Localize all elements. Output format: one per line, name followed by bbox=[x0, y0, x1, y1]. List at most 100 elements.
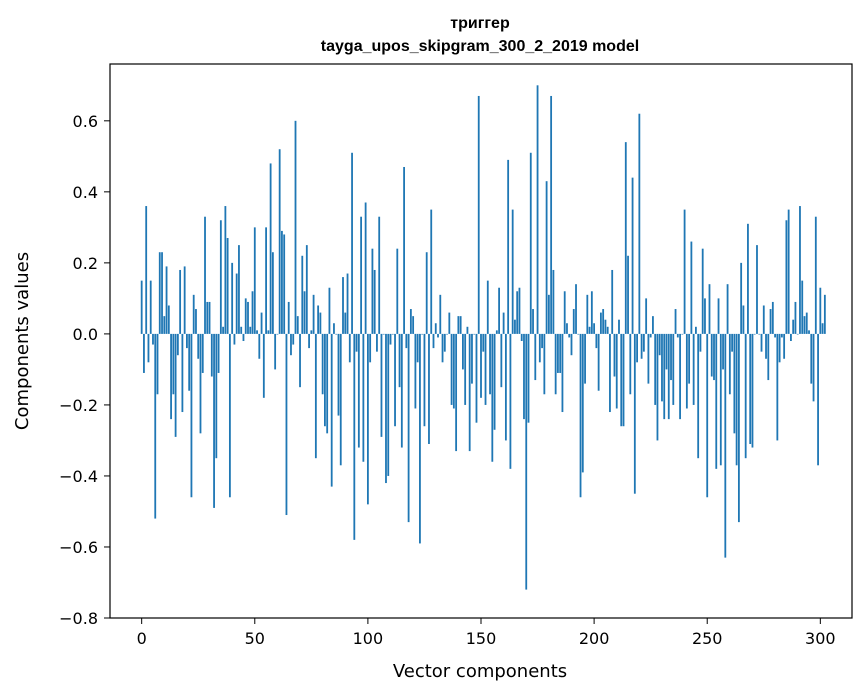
bar-62 bbox=[281, 230, 283, 334]
bar-176 bbox=[538, 333, 541, 363]
bar-5 bbox=[152, 333, 154, 345]
bar-204 bbox=[602, 309, 605, 334]
bar-275 bbox=[762, 305, 765, 334]
bar-97 bbox=[360, 216, 363, 334]
bar-251 bbox=[708, 284, 711, 334]
bar-207 bbox=[609, 333, 611, 413]
bar-48 bbox=[249, 326, 252, 334]
bar-32 bbox=[213, 333, 215, 508]
plot-frame bbox=[109, 63, 853, 619]
bar-122 bbox=[416, 333, 419, 363]
bar-117 bbox=[405, 333, 408, 349]
bar-22 bbox=[190, 333, 193, 498]
bar-262 bbox=[733, 333, 736, 434]
bar-182 bbox=[552, 269, 555, 334]
bar-211 bbox=[618, 319, 620, 334]
bar-76 bbox=[312, 294, 315, 334]
bar-212 bbox=[620, 333, 623, 427]
x-tick-label: 150 bbox=[466, 629, 497, 648]
bar-188 bbox=[566, 323, 568, 334]
bar-106 bbox=[380, 333, 383, 437]
chart-title: триггер bbox=[450, 15, 510, 32]
bar-68 bbox=[294, 120, 297, 334]
bar-163 bbox=[509, 333, 512, 469]
bar-296 bbox=[810, 333, 813, 384]
bar-41 bbox=[233, 333, 236, 345]
bar-193 bbox=[577, 333, 580, 335]
bar-156 bbox=[493, 333, 496, 430]
bar-30 bbox=[208, 301, 211, 334]
bar-79 bbox=[319, 312, 322, 334]
bar-47 bbox=[247, 301, 249, 334]
bar-185 bbox=[559, 333, 562, 373]
bar-125 bbox=[423, 333, 426, 427]
bar-64 bbox=[285, 333, 288, 516]
bar-277 bbox=[767, 333, 770, 381]
bar-158 bbox=[498, 287, 500, 334]
bar-139 bbox=[455, 333, 458, 452]
bar-40 bbox=[231, 262, 234, 334]
bar-121 bbox=[414, 333, 417, 409]
bar-231 bbox=[663, 333, 666, 420]
bar-38 bbox=[226, 238, 229, 334]
bar-229 bbox=[658, 333, 661, 356]
bar-235 bbox=[672, 333, 675, 405]
bar-146 bbox=[471, 333, 473, 384]
bar-168 bbox=[520, 333, 523, 341]
bar-289 bbox=[794, 301, 797, 334]
bar-8 bbox=[158, 252, 161, 334]
bar-43 bbox=[238, 245, 240, 334]
bar-140 bbox=[457, 316, 460, 334]
y-tick-label: −0.2 bbox=[59, 396, 98, 415]
y-axis-label: Components values bbox=[12, 252, 33, 430]
bar-170 bbox=[525, 333, 528, 590]
bar-147 bbox=[473, 333, 476, 335]
bar-273 bbox=[758, 333, 761, 335]
bar-126 bbox=[425, 252, 428, 334]
bar-108 bbox=[385, 333, 387, 484]
bar-184 bbox=[557, 333, 559, 373]
bar-220 bbox=[638, 113, 641, 334]
bar-88 bbox=[339, 333, 342, 466]
bar-81 bbox=[324, 333, 326, 427]
bar-98 bbox=[362, 333, 365, 462]
bar-189 bbox=[568, 333, 571, 338]
bar-165 bbox=[514, 319, 516, 334]
bar-111 bbox=[391, 333, 394, 335]
bar-286 bbox=[787, 209, 790, 334]
bar-138 bbox=[452, 333, 455, 409]
bar-200 bbox=[593, 323, 596, 334]
bar-205 bbox=[604, 319, 607, 334]
bar-65 bbox=[287, 301, 290, 334]
bar-34 bbox=[217, 333, 220, 373]
bar-226 bbox=[652, 316, 654, 334]
bar-127 bbox=[428, 333, 430, 444]
bar-264 bbox=[737, 333, 740, 523]
bar-190 bbox=[570, 333, 573, 356]
bar-0 bbox=[140, 280, 143, 334]
x-tick-label: 50 bbox=[245, 629, 265, 648]
bar-274 bbox=[760, 333, 763, 352]
bar-124 bbox=[421, 333, 424, 335]
bar-295 bbox=[808, 330, 810, 334]
bar-153 bbox=[486, 280, 489, 334]
bar-113 bbox=[396, 248, 399, 334]
bar-90 bbox=[344, 312, 347, 334]
bar-195 bbox=[581, 333, 584, 473]
bar-93 bbox=[351, 152, 353, 334]
bar-9 bbox=[161, 252, 163, 334]
bar-131 bbox=[437, 333, 439, 338]
bar-154 bbox=[489, 333, 491, 395]
bar-74 bbox=[308, 333, 310, 349]
bar-252 bbox=[710, 333, 713, 377]
bar-219 bbox=[636, 333, 638, 363]
bar-78 bbox=[317, 305, 320, 334]
bar-26 bbox=[199, 333, 202, 434]
y-tick-label: 0.0 bbox=[73, 325, 98, 344]
bar-244 bbox=[692, 333, 695, 405]
bar-299 bbox=[817, 333, 819, 466]
bar-134 bbox=[443, 333, 446, 352]
bar-198 bbox=[588, 326, 591, 334]
bar-199 bbox=[590, 291, 593, 334]
